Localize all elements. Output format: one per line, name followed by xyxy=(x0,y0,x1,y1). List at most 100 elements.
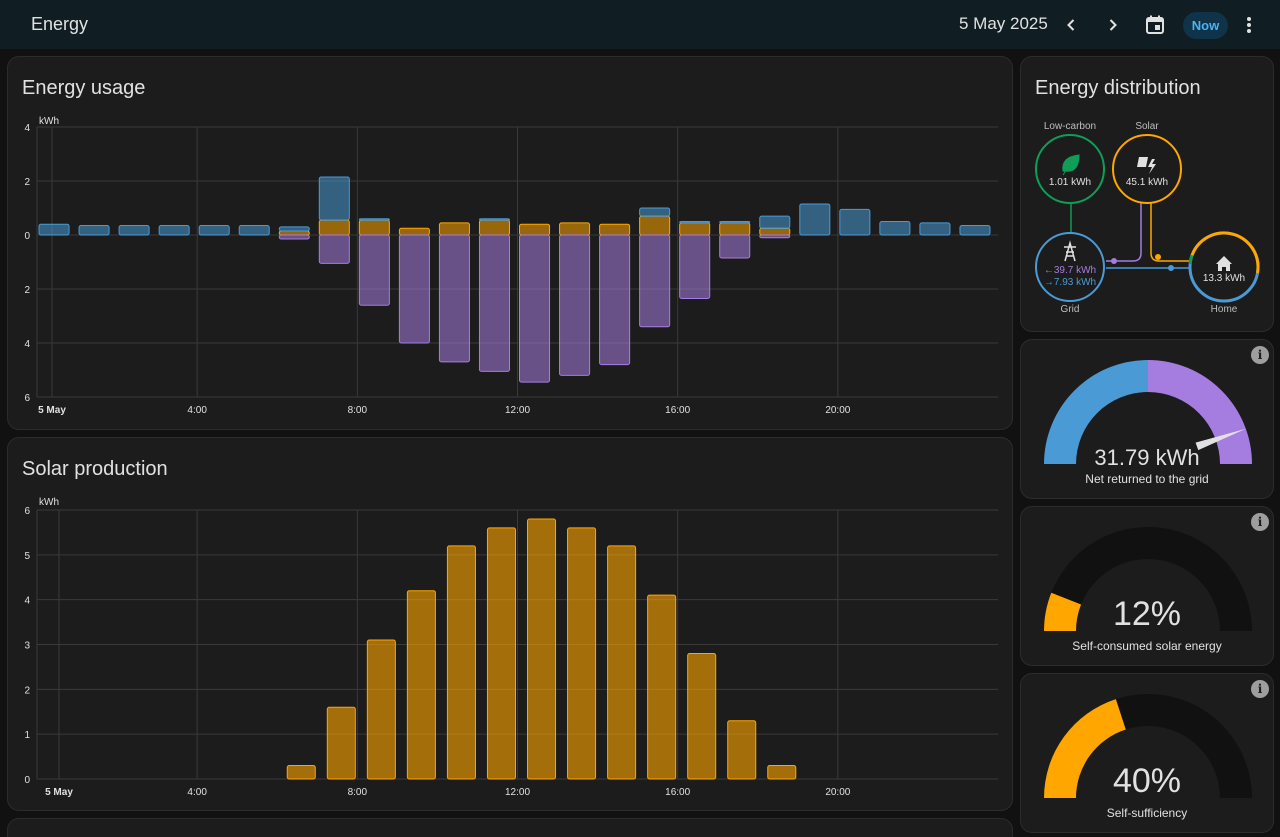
x-tick-label: 5 May xyxy=(45,787,73,798)
return-bar xyxy=(759,234,791,239)
energy-distribution-card: Energy distribution Low-carbon 1.01 kWh … xyxy=(1020,56,1274,332)
previous-period-button[interactable] xyxy=(1059,13,1083,37)
y-tick-label: 5 xyxy=(24,551,30,562)
solar-bar xyxy=(767,765,797,780)
gauge-card-net-returned: i 31.79 kWh Net returned to the grid xyxy=(1020,339,1274,499)
self-consumed-gauge xyxy=(1044,527,1252,631)
now-button[interactable]: Now xyxy=(1183,12,1228,39)
lowcarbon-node xyxy=(1035,134,1105,204)
x-tick-label: 4:00 xyxy=(187,787,207,798)
solar-to-grid-line xyxy=(1106,203,1142,262)
home-value: 13.3 kWh xyxy=(1203,273,1245,284)
return-bar xyxy=(438,234,470,363)
x-tick-label: 4:00 xyxy=(187,405,207,416)
calendar-button[interactable] xyxy=(1143,13,1167,37)
grid-bar xyxy=(719,221,751,224)
x-tick-label: 20:00 xyxy=(825,405,850,416)
flow-dot xyxy=(1168,265,1174,271)
solar-bar xyxy=(318,219,350,236)
return-bar xyxy=(599,234,631,366)
grid-bar xyxy=(879,221,911,236)
info-icon[interactable]: i xyxy=(1251,513,1269,531)
grid-bar xyxy=(198,225,230,236)
lowcarbon-label: Low-carbon xyxy=(1044,121,1096,132)
gauge-track xyxy=(1044,527,1252,631)
grid-bar xyxy=(78,225,110,236)
solar-bar xyxy=(599,223,631,236)
solar-bar xyxy=(559,222,591,236)
home-lowcarbon-arc xyxy=(1188,254,1194,265)
lowcarbon-value: 1.01 kWh xyxy=(1049,177,1091,188)
solar-bar xyxy=(438,222,470,236)
grid-bar xyxy=(799,203,831,236)
solar-bar xyxy=(647,594,677,780)
top-app-bar: Energy 5 May 2025 Now xyxy=(0,0,1280,49)
calendar-icon xyxy=(1146,15,1164,34)
next-card xyxy=(7,818,1013,837)
self-sufficiency-gauge xyxy=(1044,694,1252,798)
y-tick-label: 4 xyxy=(24,339,30,350)
page-title: Energy xyxy=(31,14,89,34)
x-tick-label: 12:00 xyxy=(505,405,530,416)
gauge-label: Self-sufficiency xyxy=(1106,806,1188,820)
solar-bar xyxy=(446,545,476,780)
grid-bar xyxy=(919,222,951,236)
date-label[interactable]: 5 May 2025 xyxy=(959,14,1048,33)
chevron-right-icon xyxy=(1109,19,1117,31)
solar-bar xyxy=(519,223,551,236)
next-period-button[interactable] xyxy=(1101,13,1125,37)
y-tick-label: 4 xyxy=(24,123,30,134)
solar-bar xyxy=(527,518,557,780)
overflow-menu-button[interactable] xyxy=(1237,13,1261,37)
energy-distribution-title: Energy distribution xyxy=(1035,77,1201,99)
solar-label: Solar xyxy=(1135,121,1159,132)
solar-bar xyxy=(679,222,711,236)
y-tick-label: 2 xyxy=(24,285,30,296)
grid-bar xyxy=(679,221,711,224)
energy-usage-title: Energy usage xyxy=(22,77,146,99)
solar-production-card: Solar production kWh 6 5 4 3 2 1 0 5 May 4:00 8:00… xyxy=(7,437,1013,811)
solar-production-chart: kWh 6 5 4 3 2 1 0 5 May 4:00 8:00 12:00 16:00 20:00 xyxy=(24,497,998,798)
grid-bar xyxy=(38,223,70,236)
solar-bar xyxy=(358,219,390,236)
solar-bar xyxy=(326,706,356,780)
return-bar xyxy=(559,234,591,376)
return-bar xyxy=(519,234,551,383)
solar-bar xyxy=(727,720,757,780)
y-tick-label: 6 xyxy=(24,506,30,517)
solar-bar xyxy=(567,527,597,780)
solar-bar xyxy=(719,222,751,236)
grid-bar xyxy=(238,225,270,236)
gauge-value: 31.79 kWh xyxy=(1094,445,1200,470)
x-tick-label: 8:00 xyxy=(348,787,368,798)
grid-bar xyxy=(478,218,511,221)
gauge-card-self-consumed: i 12% Self-consumed solar energy xyxy=(1020,506,1274,666)
flow-dot xyxy=(1111,258,1117,264)
energy-usage-chart: kWh 4 2 0 2 4 6 5 May 4:00 8:00 12:00 16:00 20:00 xyxy=(24,116,998,416)
solar-bar xyxy=(278,230,310,236)
solar-bar xyxy=(607,545,637,780)
y-tick-label: 0 xyxy=(24,231,30,242)
x-tick-label: 20:00 xyxy=(825,787,850,798)
more-vertical-icon xyxy=(1247,17,1251,33)
net-returned-gauge xyxy=(1044,360,1252,464)
grid-bar xyxy=(318,176,350,221)
info-icon[interactable]: i xyxy=(1251,680,1269,698)
info-icon[interactable]: i xyxy=(1251,346,1269,364)
solar-bar xyxy=(759,227,791,236)
gauge-fill xyxy=(1044,592,1082,631)
gauge-value: 12% xyxy=(1112,595,1182,633)
solar-bar xyxy=(286,765,316,780)
return-bar xyxy=(478,234,511,372)
solar-bar xyxy=(366,639,396,780)
grid-bar xyxy=(358,218,390,221)
solar-panel-icon xyxy=(1137,157,1156,174)
y-axis-unit: kWh xyxy=(39,116,59,127)
y-tick-label: 4 xyxy=(24,596,30,607)
x-tick-label: 5 May xyxy=(38,405,66,416)
grid-label: Grid xyxy=(1061,304,1080,315)
energy-usage-card: Energy usage kWh 4 2 0 2 4 6 5 May 4:00 8:00 12:00… xyxy=(7,56,1013,430)
x-tick-label: 16:00 xyxy=(665,787,690,798)
gauge-label: Net returned to the grid xyxy=(1085,472,1209,486)
solar-node xyxy=(1112,134,1182,204)
